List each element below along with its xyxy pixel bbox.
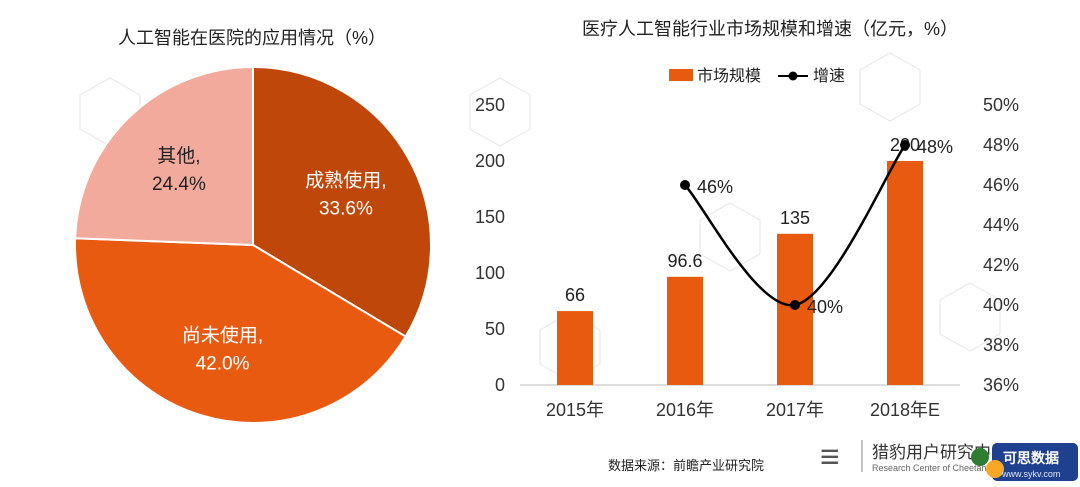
bar-line-chart: 0 50 100 150 200 250 36% 38% 40% 42% 44% 46% 48% 50% 2… xyxy=(475,95,1019,420)
badge-url: www.sykv.com xyxy=(1001,469,1060,479)
y-axis-tick-label: 200 xyxy=(475,151,505,171)
logo-mark-icon: ≡ xyxy=(820,438,840,476)
y-axis-tick-label: 50 xyxy=(485,319,505,339)
pie-slice-name: 尚未使用, xyxy=(182,324,263,346)
legend-swatch-bar xyxy=(669,69,693,81)
y2-axis-tick-label: 50% xyxy=(983,95,1019,115)
legend: 市场规模 增速 xyxy=(669,67,845,85)
pie-slice-name: 成熟使用, xyxy=(305,169,386,191)
pie-slice xyxy=(252,65,432,338)
legend-label-line: 增速 xyxy=(813,67,845,85)
pie-slice xyxy=(74,237,408,424)
growth-point xyxy=(790,300,800,310)
pie-chart: 成熟使用, 33.6% 尚未使用, 42.0% 其他, 24.4% xyxy=(74,65,432,424)
growth-data-label: 48% xyxy=(917,137,953,157)
y2-axis-tick-label: 40% xyxy=(983,295,1019,315)
bar-chart-title: 医疗人工智能行业市场规模和增速（亿元，%） xyxy=(582,19,958,39)
y-axis-tick-label: 150 xyxy=(475,207,505,227)
pie-slice-value: 33.6% xyxy=(319,198,373,219)
y-axis-tick-label: 100 xyxy=(475,263,505,283)
logo-subtext: Research Center of Cheetah Mobile xyxy=(872,463,1016,473)
badge-dot-icon xyxy=(986,460,1004,478)
pie-slice xyxy=(74,65,254,247)
legend-swatch-marker xyxy=(788,71,798,81)
legend-label-bar: 市场规模 xyxy=(697,67,761,85)
growth-data-label: 46% xyxy=(697,177,733,197)
growth-point xyxy=(680,180,690,190)
x-axis-tick-label: 2015年 xyxy=(546,400,604,420)
growth-point xyxy=(900,140,910,150)
y2-axis-tick-label: 48% xyxy=(983,135,1019,155)
bar xyxy=(557,311,593,385)
y-axis-tick-label: 0 xyxy=(495,375,505,395)
bar xyxy=(887,161,923,385)
y2-axis-tick-label: 44% xyxy=(983,215,1019,235)
badge-text: 可思数据 xyxy=(1003,450,1059,466)
pie-title: 人工智能在医院的应用情况（%） xyxy=(118,28,386,48)
pie-slice-value: 42.0% xyxy=(196,353,250,374)
x-axis-tick-label: 2018年E xyxy=(870,400,940,420)
x-axis-tick-label: 2017年 xyxy=(766,400,824,420)
y2-axis-tick-label: 42% xyxy=(983,255,1019,275)
y2-axis-tick-label: 38% xyxy=(983,335,1019,355)
watermark-hexagon-icon xyxy=(859,52,921,122)
watermark-hexagon-icon xyxy=(939,282,1001,352)
y2-axis-tick-label: 36% xyxy=(983,375,1019,395)
bar-data-label: 135 xyxy=(780,208,810,228)
watermark-hexagon-icon xyxy=(699,202,761,272)
pie-slice-name: 其他, xyxy=(157,145,200,167)
watermark-hexagon-icon xyxy=(469,77,531,147)
pie-slice-value: 24.4% xyxy=(152,174,206,195)
source-note: 数据来源：前瞻产业研究院 xyxy=(608,458,764,473)
badge-background xyxy=(992,443,1078,481)
badge: 可思数据 www.sykv.com xyxy=(971,443,1078,481)
bar-data-label: 96.6 xyxy=(667,251,702,271)
bar-data-label: 66 xyxy=(565,285,585,305)
y-axis-tick-label: 250 xyxy=(475,95,505,115)
growth-data-label: 40% xyxy=(807,297,843,317)
bar xyxy=(667,276,703,385)
badge-dot-icon xyxy=(971,448,989,466)
y2-axis-tick-label: 46% xyxy=(983,175,1019,195)
x-axis-tick-label: 2016年 xyxy=(656,400,714,420)
